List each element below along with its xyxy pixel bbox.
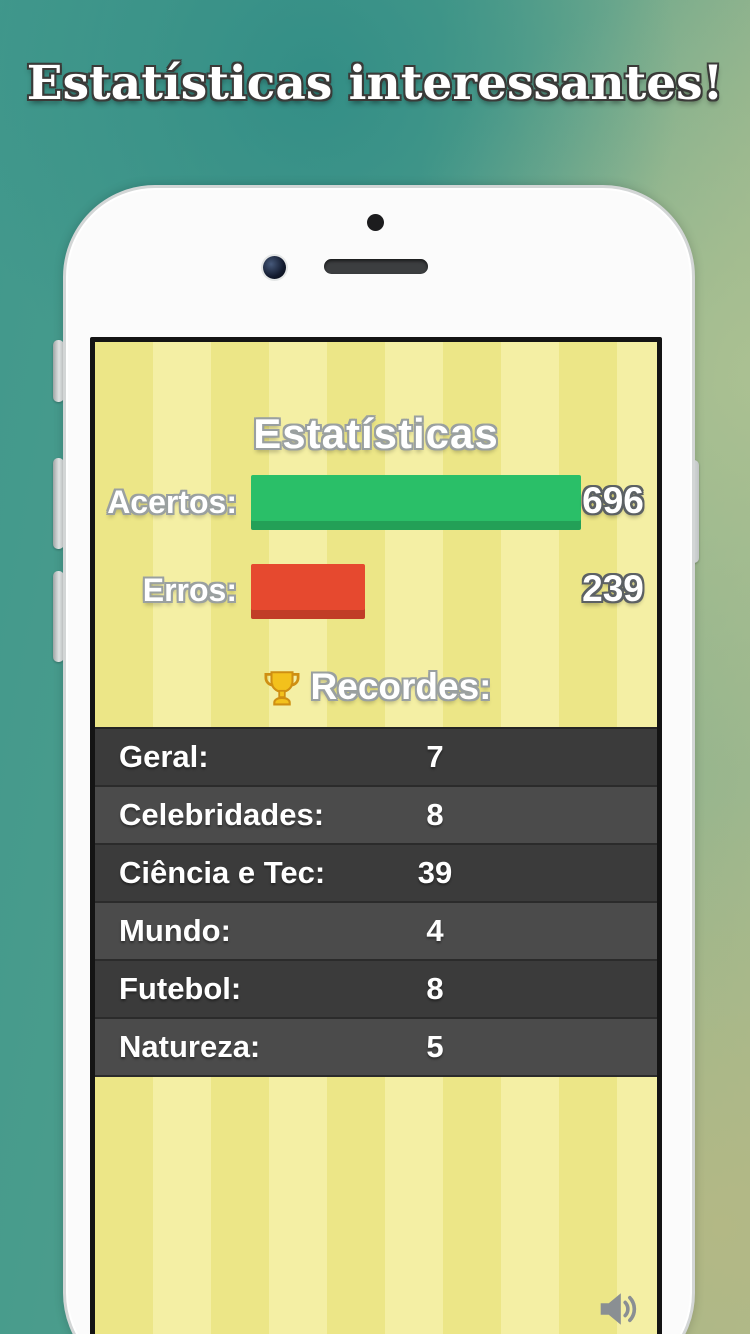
earpiece-speaker	[324, 259, 428, 274]
record-value: 7	[426, 739, 444, 774]
app-screen: Estatísticas Acertos: 696 Erros: 239 Rec…	[90, 337, 662, 1334]
sound-toggle-button[interactable]	[593, 1286, 641, 1332]
record-label: Futebol:	[119, 971, 242, 1006]
record-row-ciencia: Ciência e Tec: 39	[95, 845, 657, 903]
record-row-mundo: Mundo: 4	[95, 903, 657, 961]
acertos-label: Acertos:	[107, 484, 237, 520]
erros-bar	[251, 564, 365, 619]
record-label: Natureza:	[119, 1029, 261, 1064]
record-row-geral: Geral: 7	[95, 729, 657, 787]
ambient-sensor	[367, 214, 384, 231]
erros-label: Erros:	[142, 572, 237, 608]
record-label: Mundo:	[119, 913, 231, 948]
mute-switch	[53, 340, 64, 402]
record-label: Ciência e Tec:	[119, 855, 326, 890]
trophy-icon	[264, 671, 300, 706]
record-label: Geral:	[119, 739, 209, 774]
record-value: 8	[426, 797, 444, 832]
record-value: 39	[417, 855, 453, 890]
front-camera-icon	[263, 256, 286, 279]
record-value: 8	[426, 971, 444, 1006]
volume-down-button	[53, 571, 64, 662]
record-value: 5	[426, 1029, 444, 1064]
screen-title: Estatísticas	[253, 410, 499, 457]
phone-frame: Estatísticas Acertos: 696 Erros: 239 Rec…	[63, 185, 695, 1334]
volume-up-button	[53, 458, 64, 549]
sound-on-icon	[600, 1293, 637, 1325]
acertos-bar	[251, 475, 581, 530]
records-table: Geral: 7 Celebridades: 8 Ciência e Tec: …	[95, 727, 657, 1077]
record-value: 4	[426, 913, 444, 948]
erros-value: 239	[582, 568, 644, 609]
records-header: Recordes:	[95, 662, 657, 712]
record-row-celebridades: Celebridades: 8	[95, 787, 657, 845]
acertos-value: 696	[582, 480, 644, 521]
record-row-natureza: Natureza: 5	[95, 1019, 657, 1077]
record-label: Celebridades:	[119, 797, 325, 832]
record-row-futebol: Futebol: 8	[95, 961, 657, 1019]
records-header-label: Recordes:	[310, 666, 492, 707]
promo-headline: Estatísticas interessantes!	[26, 56, 724, 111]
